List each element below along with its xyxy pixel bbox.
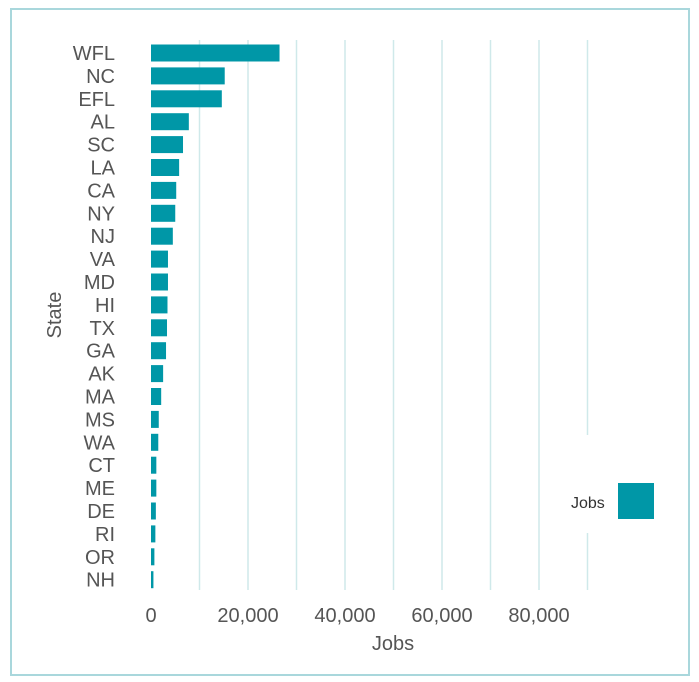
category-label: EFL: [78, 89, 115, 111]
y-axis-title: State: [44, 292, 66, 339]
category-label: LA: [91, 158, 116, 180]
category-label: MD: [84, 272, 115, 294]
category-label: GA: [86, 341, 116, 363]
bar-tx: [151, 319, 168, 337]
bar-ma: [151, 388, 162, 405]
category-label: WA: [84, 432, 116, 454]
bar-ca: [151, 181, 177, 199]
bar-ny: [151, 204, 176, 222]
bar-hi: [151, 296, 168, 314]
bar-ak: [151, 365, 164, 383]
bar-ri: [151, 525, 156, 543]
x-tick-label: 40,000: [314, 605, 375, 627]
bar-wa: [151, 433, 159, 451]
bars: [151, 44, 280, 589]
bar-va: [151, 250, 168, 268]
bar-nj: [151, 227, 173, 245]
category-label: ME: [85, 478, 115, 500]
category-label: HI: [95, 295, 115, 317]
bar-nc: [151, 67, 225, 85]
legend-label-jobs: Jobs: [571, 495, 605, 512]
x-tick-label: 60,000: [411, 605, 472, 627]
gridlines: [198, 40, 589, 590]
x-tick-label: 0: [145, 605, 156, 627]
bar-ms: [151, 410, 159, 428]
category-label: RI: [95, 524, 115, 546]
x-axis-title: Jobs: [372, 633, 414, 655]
x-tick-label: 20,000: [217, 605, 278, 627]
bar-efl: [151, 90, 222, 108]
category-label: NH: [86, 570, 115, 592]
bar-al: [151, 113, 189, 131]
bar-md: [151, 273, 168, 291]
bar-nh: [151, 571, 154, 589]
category-label: VA: [90, 249, 116, 271]
category-label: AL: [91, 112, 115, 134]
x-tick-labels: 0 20,000 40,000 60,000 80,000: [145, 605, 569, 627]
category-label: WFL: [73, 43, 115, 65]
bar-ct: [151, 456, 157, 474]
category-label: NY: [87, 203, 115, 225]
bar-sc: [151, 136, 184, 154]
category-label: MS: [85, 409, 115, 431]
category-label: AK: [88, 364, 115, 386]
category-label: TX: [89, 318, 115, 340]
chart-frame: [10, 8, 690, 676]
bar-la: [151, 159, 180, 176]
bar-or: [151, 548, 155, 566]
category-label: CA: [87, 180, 115, 202]
category-labels: WFLNCEFLALSCLACANYNJVAMDHITXGAAKMAMSWACT…: [73, 43, 116, 592]
category-label: CT: [88, 455, 115, 477]
legend: Jobs: [558, 435, 668, 533]
x-tick-label: 80,000: [508, 605, 569, 627]
bar-de: [151, 502, 156, 520]
bar-wfl: [151, 44, 280, 62]
category-label: NC: [86, 66, 115, 88]
legend-swatch-jobs: [618, 483, 654, 519]
bar-me: [151, 479, 157, 497]
category-label: SC: [87, 135, 115, 157]
category-label: MA: [85, 387, 116, 409]
category-label: NJ: [91, 226, 115, 248]
bar-ga: [151, 342, 167, 360]
category-label: OR: [85, 547, 115, 569]
category-label: DE: [87, 501, 115, 523]
